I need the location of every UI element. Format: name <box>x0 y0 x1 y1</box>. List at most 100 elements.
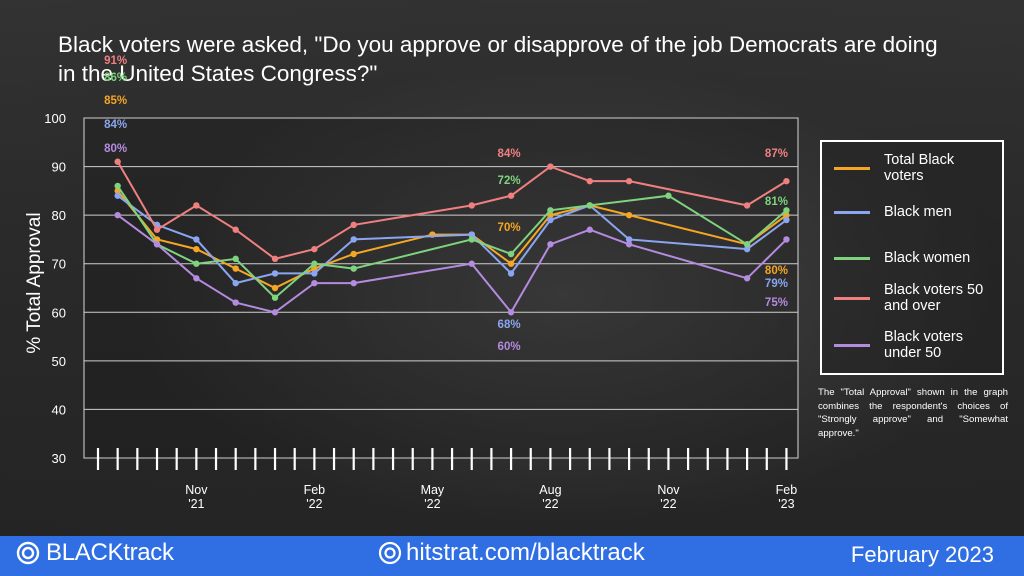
data-point-under50 <box>783 236 790 243</box>
data-label-over50: 84% <box>498 148 521 160</box>
data-point-over50 <box>743 202 751 209</box>
x-tick-label-year: '22 <box>542 497 558 511</box>
legend-swatch-total <box>834 166 870 170</box>
data-point-men <box>311 270 318 277</box>
x-tick-label-month: Nov <box>185 483 208 497</box>
data-point-men <box>232 279 239 287</box>
data-point-men <box>743 245 751 253</box>
data-point-under50 <box>586 226 593 233</box>
data-point-over50 <box>586 177 593 185</box>
y-tick-label-80: 80 <box>52 208 66 223</box>
x-tick-label-month: Nov <box>657 483 680 497</box>
data-point-under50 <box>468 260 475 267</box>
legend-label-men: Black men <box>884 204 952 220</box>
report-date: February 2023 <box>850 542 994 567</box>
legend-swatch-men <box>834 210 870 214</box>
data-point-total <box>507 260 515 267</box>
data-point-women <box>665 192 672 199</box>
data-point-men <box>271 270 279 277</box>
data-point-men <box>547 216 554 224</box>
x-tick-label-month: May <box>421 483 445 497</box>
data-point-under50 <box>193 275 200 282</box>
data-label-over50: 91% <box>104 55 127 67</box>
data-label-under50: 75% <box>765 297 788 309</box>
data-point-under50 <box>153 241 161 248</box>
data-point-over50 <box>783 177 790 185</box>
data-label-men: 79% <box>765 278 788 290</box>
data-point-total <box>311 265 318 272</box>
data-point-under50 <box>114 211 121 219</box>
data-point-total <box>625 211 633 219</box>
data-label-women: 86% <box>104 72 127 84</box>
legend-swatch-women <box>834 256 870 260</box>
x-tick-label-year: '22 <box>660 497 676 511</box>
background-photo <box>0 0 1024 536</box>
data-point-total <box>193 245 200 253</box>
data-label-total: 85% <box>104 95 127 107</box>
data-label-under50: 80% <box>104 143 127 155</box>
data-point-total <box>232 265 239 272</box>
data-point-men <box>625 236 633 243</box>
legend-label-over50: Black voters 50 and over <box>884 282 984 314</box>
chart-title: Black voters were asked, "Do you approve… <box>58 32 938 86</box>
legend-label-women: Black women <box>884 250 971 266</box>
brand-name: BLACKtrack <box>46 539 174 566</box>
legend-item-women: Black women <box>834 250 994 266</box>
data-label-total: 80% <box>765 265 788 277</box>
data-point-over50 <box>193 202 200 209</box>
data-point-women <box>586 202 593 209</box>
website-text: hitstrat.com/blacktrack <box>406 539 645 566</box>
data-point-women <box>743 241 751 248</box>
legend-label-total: Total Black voters <box>884 152 955 184</box>
data-label-women: 81% <box>765 196 788 208</box>
data-point-men <box>507 270 515 277</box>
y-tick-label-60: 60 <box>52 305 66 320</box>
data-point-under50 <box>232 299 239 306</box>
data-point-over50 <box>468 202 475 209</box>
data-point-total <box>271 284 279 292</box>
data-point-over50 <box>271 255 279 263</box>
x-tick-label-year: '22 <box>424 497 440 511</box>
data-point-women <box>468 236 475 243</box>
data-point-under50 <box>311 279 318 287</box>
data-point-under50 <box>507 309 515 316</box>
x-tick-label-year: '22 <box>306 497 322 511</box>
y-tick-label-100: 100 <box>44 111 66 126</box>
data-point-women <box>193 260 200 267</box>
at-sign-icon <box>378 541 402 565</box>
ring-logo-icon <box>16 541 40 565</box>
data-point-total <box>350 250 357 258</box>
x-tick-label-month: Feb <box>776 483 798 497</box>
series-line-women <box>116 185 788 300</box>
y-tick-label-40: 40 <box>52 402 66 417</box>
series-line-men <box>117 194 788 285</box>
y-tick-label-70: 70 <box>52 257 66 272</box>
data-point-women <box>507 250 515 258</box>
legend-item-men: Black men <box>834 204 994 220</box>
data-point-men <box>783 216 790 224</box>
website-link[interactable]: hitstrat.com/blacktrack <box>378 539 645 567</box>
data-point-over50 <box>232 226 239 233</box>
data-label-men: 68% <box>498 319 521 331</box>
y-tick-label-50: 50 <box>52 354 66 369</box>
data-label-under50: 60% <box>498 341 521 353</box>
chart-legend: Total Black voters Black men Black women… <box>820 140 1004 375</box>
data-point-total <box>783 211 790 219</box>
data-point-women <box>311 260 318 267</box>
y-tick-label-30: 30 <box>52 451 66 466</box>
data-point-women <box>271 294 279 301</box>
legend-label-under50: Black voters under 50 <box>884 329 963 361</box>
data-point-over50 <box>350 221 357 229</box>
data-point-women <box>783 207 790 214</box>
y-tick-label-90: 90 <box>52 160 66 175</box>
line-chart: 30405060708090100Nov'21Feb'22May'22Aug'2… <box>44 55 799 511</box>
data-point-over50 <box>311 245 318 253</box>
series-line-under50 <box>117 214 788 315</box>
x-tick-label-year: '23 <box>778 497 794 511</box>
data-point-over50 <box>547 163 554 170</box>
data-label-women: 72% <box>498 175 521 187</box>
data-point-over50 <box>114 158 121 165</box>
data-point-men <box>468 231 475 238</box>
plot-area <box>83 117 799 459</box>
x-tick-label-month: Aug <box>539 483 561 497</box>
